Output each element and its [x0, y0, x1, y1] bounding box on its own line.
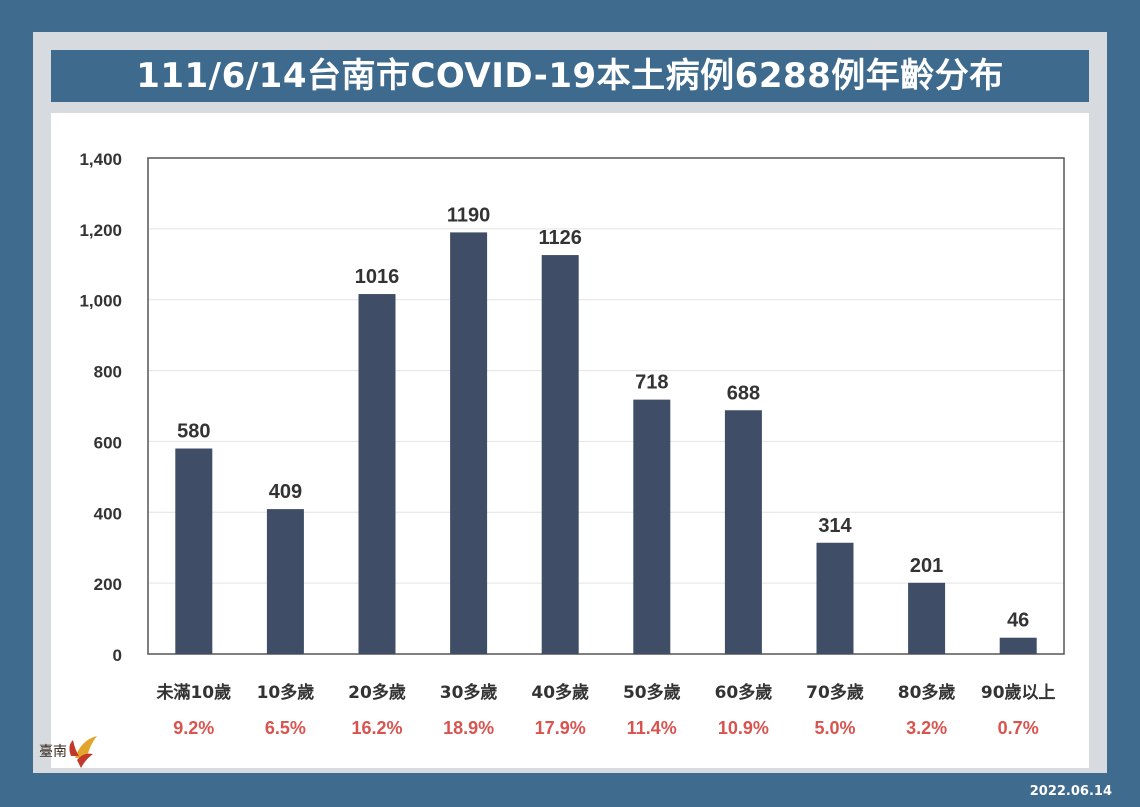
bar — [633, 399, 671, 654]
bars — [175, 232, 1037, 654]
bar — [266, 509, 304, 654]
x-tick-label: 30多歲 — [440, 682, 498, 703]
data-label: 580 — [177, 421, 210, 443]
data-label: 1016 — [355, 266, 400, 288]
tainan-logo: 臺南 — [39, 736, 97, 768]
plot-frame — [147, 157, 1065, 655]
percent-label: 18.9% — [443, 718, 494, 738]
bar — [450, 232, 488, 654]
percent-label: 6.5% — [265, 718, 306, 738]
bar — [908, 582, 946, 654]
bar — [816, 542, 854, 654]
percent-label: 0.7% — [998, 718, 1039, 738]
percent-label: 10.9% — [718, 718, 769, 738]
percent-label: 17.9% — [535, 718, 586, 738]
percent-label: 9.2% — [173, 718, 214, 738]
chart-title: 111/6/14台南市COVID-19本土病例6288例年齡分布 — [51, 50, 1089, 102]
y-tick-label: 1,200 — [79, 221, 122, 240]
bar — [999, 637, 1037, 654]
y-tick-label: 200 — [94, 575, 122, 594]
date-stamp: 2022.06.14 — [1029, 784, 1112, 799]
data-label: 718 — [635, 372, 668, 394]
y-tick-label: 800 — [94, 363, 122, 382]
x-tick-label: 70多歲 — [806, 682, 864, 703]
x-tick-label: 60多歲 — [715, 682, 773, 703]
percent-label: 16.2% — [351, 718, 402, 738]
x-tick-label: 90歲以上 — [981, 682, 1056, 703]
bar — [541, 255, 579, 654]
y-tick-label: 1,400 — [79, 150, 122, 169]
x-tick-label: 40多歲 — [531, 682, 589, 703]
data-label: 409 — [269, 481, 302, 503]
data-label: 314 — [818, 515, 852, 537]
x-tick-label: 80多歲 — [898, 682, 956, 703]
y-tick-label: 0 — [113, 646, 122, 665]
x-tick-label: 10多歲 — [257, 682, 315, 703]
data-label: 46 — [1007, 610, 1029, 632]
labels: 0 200 400 600 800 1,000 1,200 1,400 580 未滿10歲 9.2%… — [79, 150, 1055, 738]
x-tick-label: 50多歲 — [623, 682, 681, 703]
bar — [358, 294, 396, 654]
data-label: 201 — [910, 555, 943, 577]
data-label: 1190 — [447, 204, 490, 226]
data-label: 1126 — [539, 227, 582, 249]
logo-text: 臺南 — [39, 744, 67, 760]
bar — [724, 410, 762, 654]
percent-label: 11.4% — [627, 718, 677, 738]
y-tick-label: 1,000 — [79, 292, 122, 311]
bar — [175, 448, 213, 654]
x-tick-label: 未滿10歲 — [155, 682, 231, 703]
percent-label: 5.0% — [814, 718, 855, 738]
y-tick-label: 400 — [94, 504, 122, 523]
percent-label: 3.2% — [906, 718, 947, 738]
data-label: 688 — [727, 382, 760, 404]
axes — [147, 157, 1065, 655]
x-tick-label: 20多歲 — [348, 682, 406, 703]
y-tick-label: 600 — [94, 433, 122, 452]
